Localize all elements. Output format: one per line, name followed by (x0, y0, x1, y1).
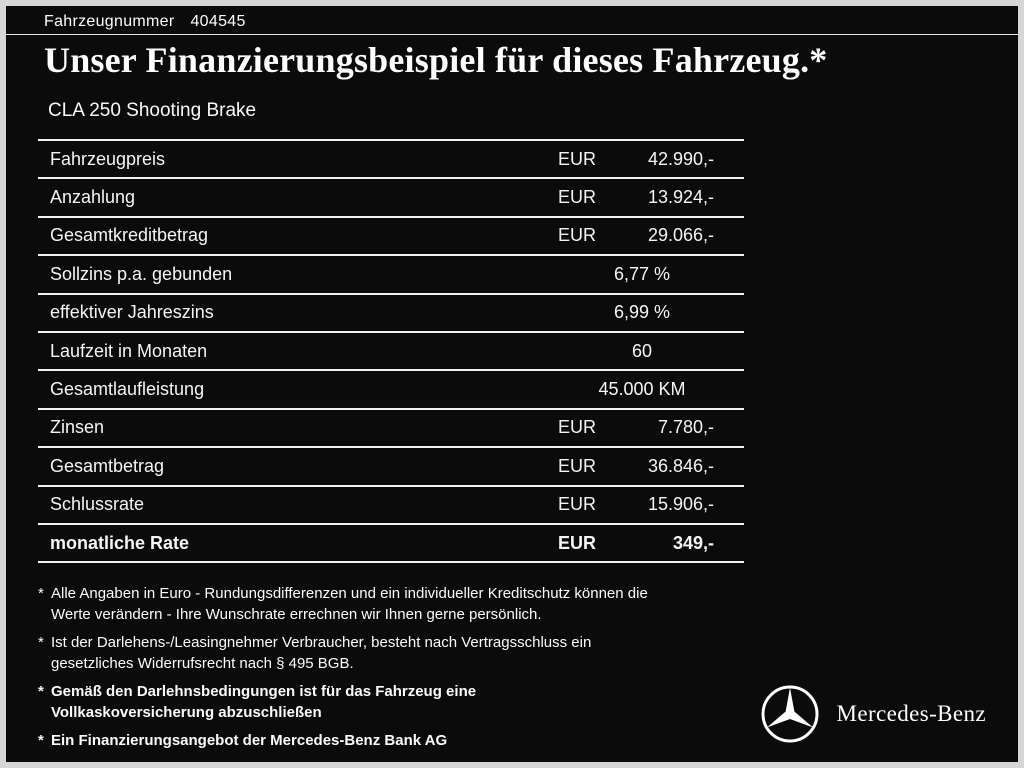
row-value-cell: 45.000 KM (554, 379, 744, 400)
table-row: Anzahlung EUR 13.924,- (38, 177, 744, 215)
row-value: 6,99 % (613, 302, 671, 323)
row-value-cell: EUR 36.846,- (554, 456, 744, 477)
row-value-cell: EUR 7.780,- (554, 417, 744, 438)
row-label: Anzahlung (50, 187, 136, 208)
row-value: 349,- (672, 532, 714, 553)
row-label: Zinsen (50, 417, 105, 438)
table-row: Zinsen EUR 7.780,- (38, 407, 744, 446)
table-row: Gesamtlaufleistung 45.000 KM (38, 369, 744, 407)
page-title: Unser Finanzierungsbeispiel für dieses F… (44, 40, 828, 80)
footnote-text: Ein Finanzierungsangebot der Mercedes-Be… (51, 732, 448, 749)
row-currency: EUR (558, 455, 597, 476)
table-row: Gesamtbetrag EUR 36.846,- (38, 446, 744, 484)
row-value: 60 (631, 340, 653, 361)
vehicle-model: CLA 250 Shooting Brake (48, 100, 257, 121)
row-label: Gesamtkreditbetrag (50, 225, 209, 246)
row-label: Schlussrate (50, 494, 145, 515)
row-value: 7.780,- (657, 417, 714, 438)
table-row: monatliche Rate EUR 349,- (38, 522, 744, 564)
row-label: effektiver Jahreszins (50, 302, 214, 323)
row-currency: EUR (558, 494, 597, 515)
row-currency: EUR (558, 417, 597, 438)
row-label: Gesamtlaufleistung (50, 379, 205, 400)
row-value: 6,77 % (613, 263, 671, 284)
table-row: Laufzeit in Monaten 60 (38, 330, 744, 369)
footnote-marker: * (38, 683, 44, 700)
footnote: * Ein Finanzierungsangebot der Mercedes-… (38, 730, 762, 751)
table-row: Fahrzeugpreis EUR 42.990,- (38, 139, 744, 177)
vehicle-number-value: 404545 (190, 13, 246, 30)
row-label: Sollzins p.a. gebunden (50, 263, 233, 284)
footnote-marker: * (38, 585, 44, 602)
row-value-cell: EUR 29.066,- (554, 225, 744, 246)
row-value-cell: EUR 15.906,- (554, 494, 744, 515)
row-currency: EUR (558, 532, 597, 553)
footnote: * Gemäß den Darlehnsbedingungen ist für … (38, 681, 762, 723)
table-row: effektiver Jahreszins 6,99 % (38, 292, 744, 331)
footnote-text: Gemäß den Darlehnsbedingungen ist für da… (51, 683, 477, 721)
footnote-text: Alle Angaben in Euro - Rundungsdifferenz… (51, 585, 648, 623)
table-row: Sollzins p.a. gebunden 6,77 % (38, 254, 744, 292)
row-value: 42.990,- (647, 148, 714, 169)
row-value: 13.924,- (647, 187, 714, 208)
footnote-marker: * (38, 634, 44, 651)
row-label: monatliche Rate (50, 532, 190, 553)
row-currency: EUR (558, 148, 597, 169)
footnote: * Ist der Darlehens-/Leasingnehmer Verbr… (38, 632, 762, 674)
row-currency: EUR (558, 187, 597, 208)
footnote: * Alle Angaben in Euro - Rundungsdiffere… (38, 583, 762, 625)
footnote-marker: * (38, 732, 44, 749)
footnotes: * Alle Angaben in Euro - Rundungsdiffere… (38, 583, 762, 758)
row-value-cell: 6,99 % (554, 302, 744, 323)
row-value: 36.846,- (647, 455, 714, 476)
top-divider (6, 34, 1018, 35)
footnote-text: Ist der Darlehens-/Leasingnehmer Verbrau… (51, 634, 592, 672)
vehicle-number-label: Fahrzeugnummer (44, 13, 175, 30)
row-value-cell: 6,77 % (554, 264, 744, 285)
row-label: Laufzeit in Monaten (50, 340, 208, 361)
row-value-cell: 60 (554, 341, 744, 362)
row-value: 29.066,- (647, 225, 714, 246)
row-value-cell: EUR 349,- (554, 533, 744, 554)
row-value: 45.000 KM (598, 379, 686, 400)
row-label: Fahrzeugpreis (50, 148, 166, 169)
brand-name: Mercedes-Benz (836, 701, 986, 726)
table-row: Gesamtkreditbetrag EUR 29.066,- (38, 215, 744, 254)
vehicle-number: Fahrzeugnummer 404545 (44, 13, 246, 31)
mercedes-star-icon (760, 684, 820, 744)
brand-block: Mercedes-Benz (760, 684, 986, 744)
row-value-cell: EUR 42.990,- (554, 149, 744, 170)
row-currency: EUR (558, 225, 597, 246)
row-label: Gesamtbetrag (50, 455, 165, 476)
financing-table: Fahrzeugpreis EUR 42.990,- Anzahlung EUR… (38, 139, 744, 564)
table-row: Schlussrate EUR 15.906,- (38, 484, 744, 523)
row-value-cell: EUR 13.924,- (554, 187, 744, 208)
row-value: 15.906,- (647, 494, 714, 515)
